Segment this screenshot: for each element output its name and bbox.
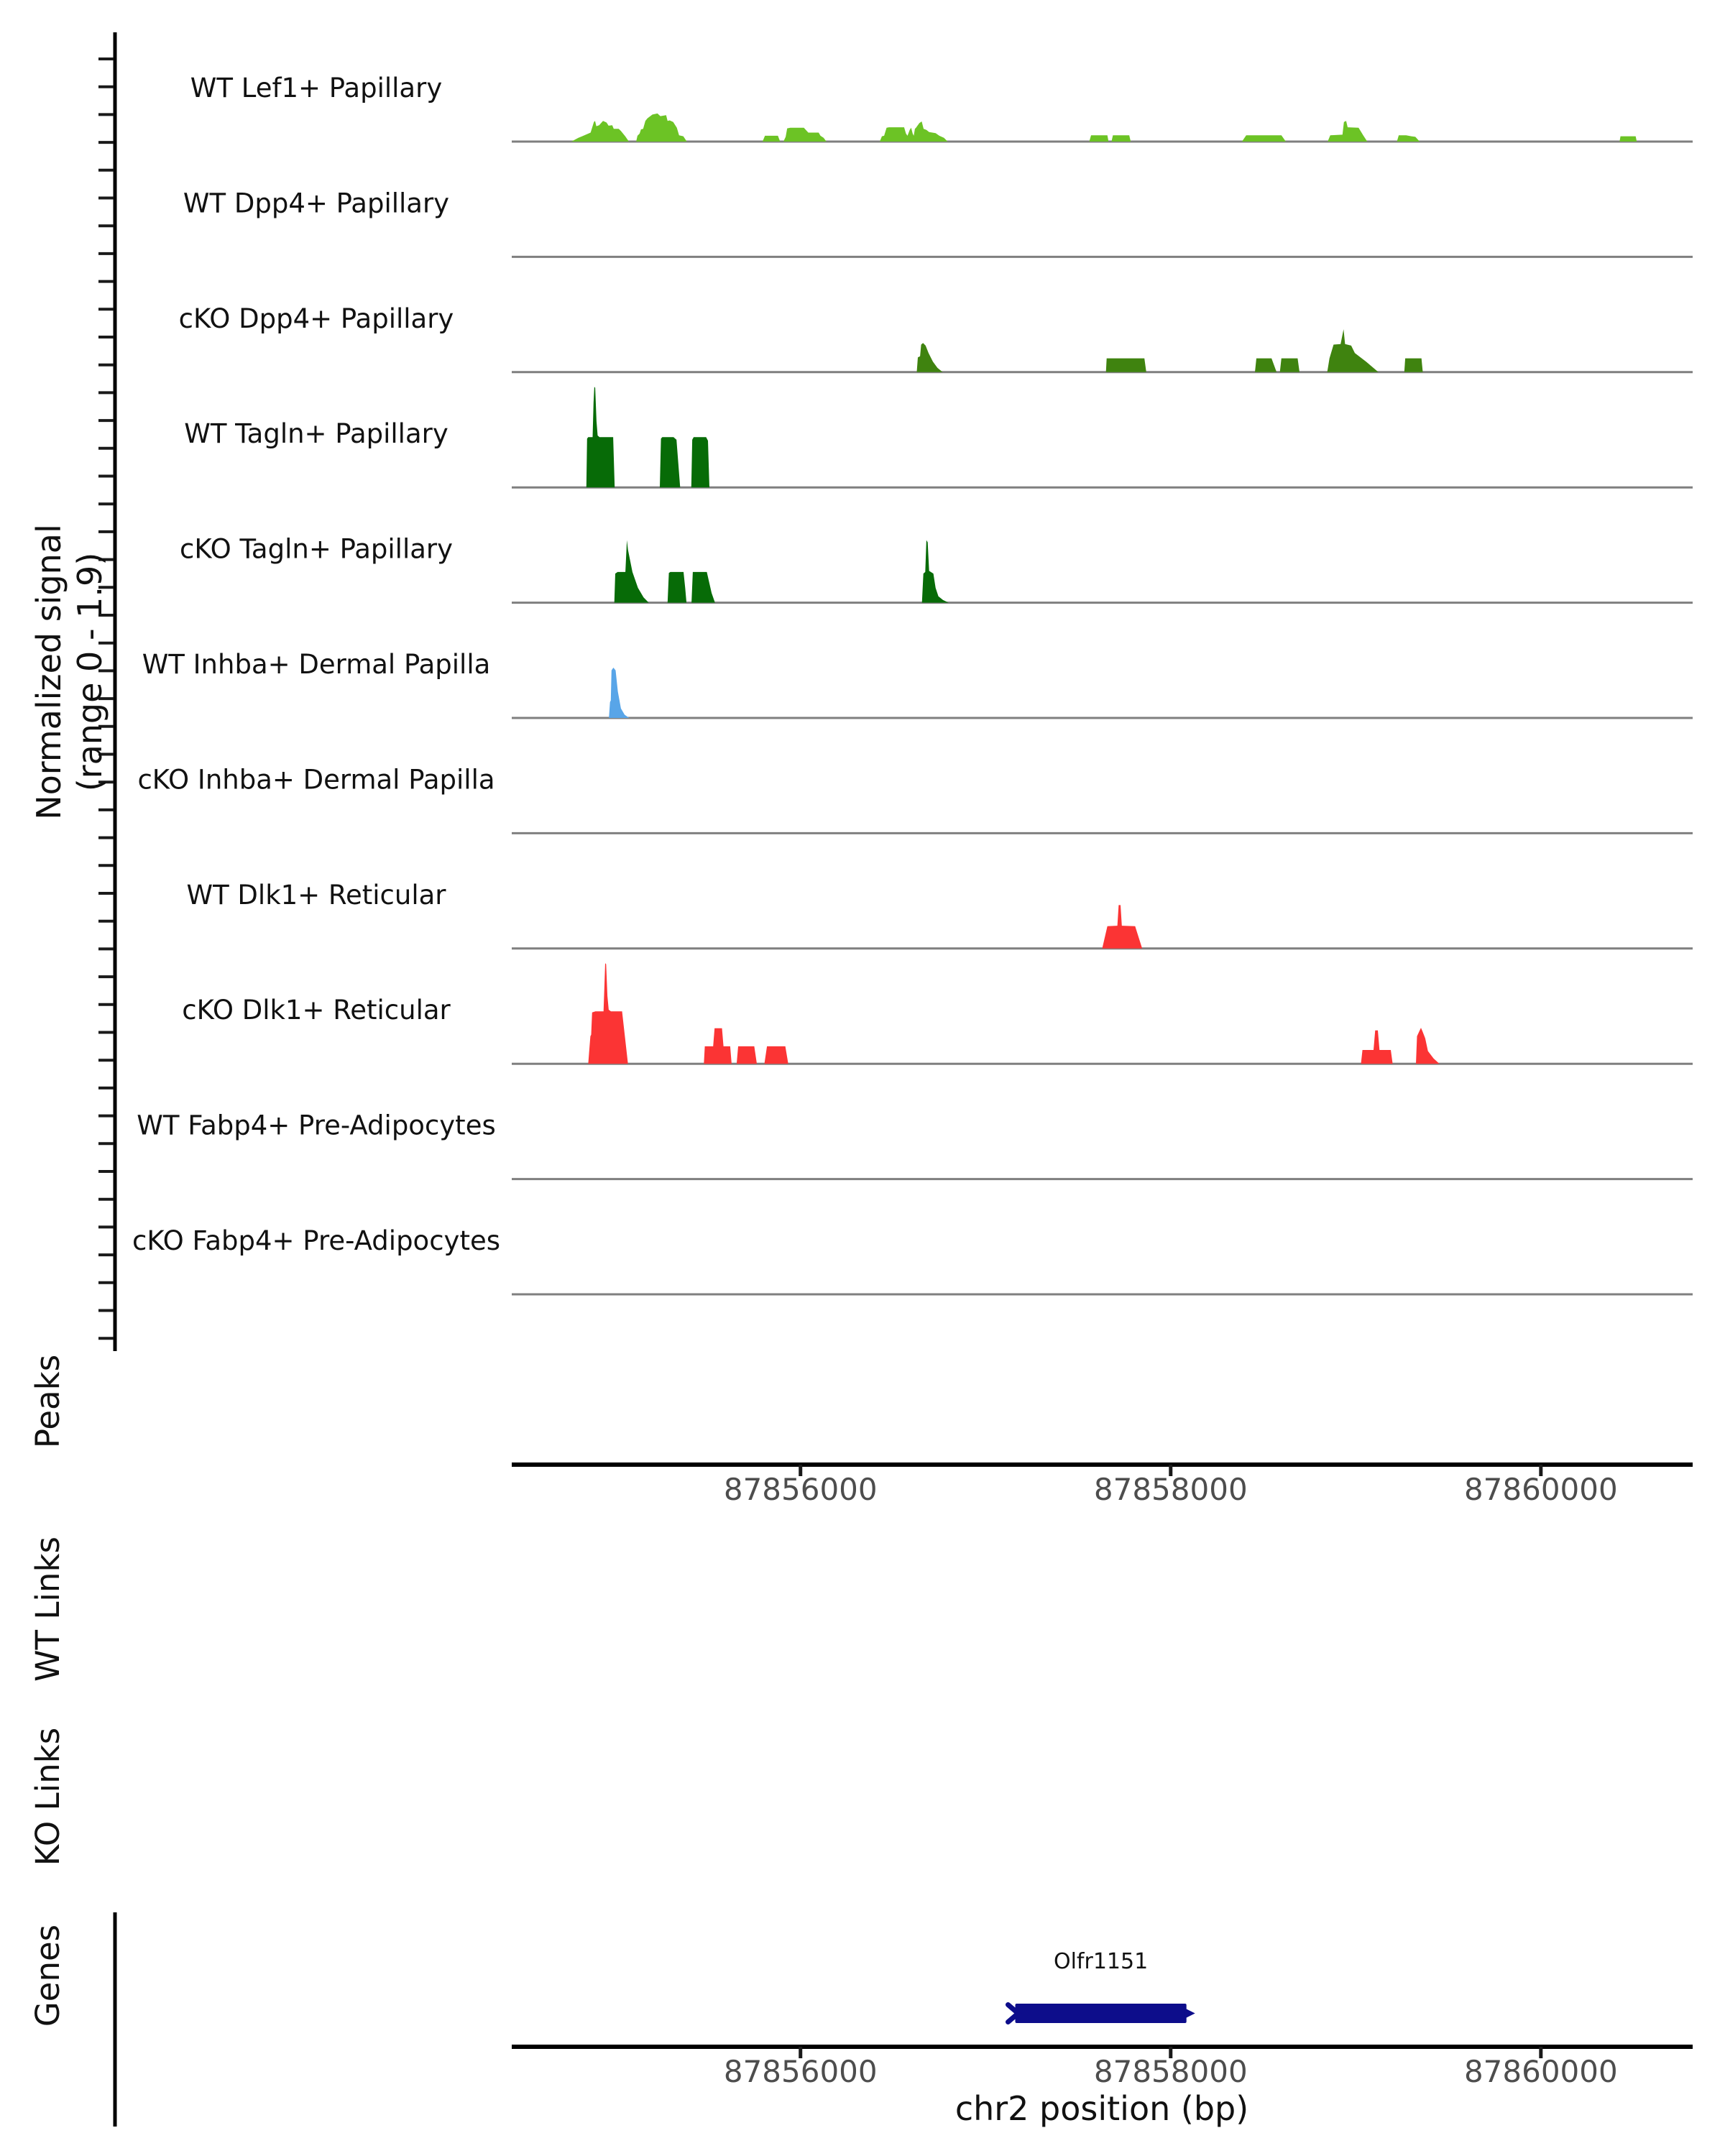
coverage-peak: [704, 1028, 732, 1064]
coverage-peak: [916, 343, 943, 372]
signal-track-9: cKO Dlk1+ Reticular: [182, 963, 1693, 1065]
track-label: WT Dpp4+ Papillary: [183, 188, 449, 218]
signal-track-2: WT Dpp4+ Papillary: [183, 188, 1693, 258]
coverage-peak: [1328, 121, 1368, 142]
track-label: WT Inhba+ Dermal Papilla: [142, 649, 491, 680]
signal-track-10: WT Fabp4+ Pre-Adipocytes: [137, 1110, 1693, 1181]
coverage-peak: [660, 437, 681, 488]
coverage-peak: [764, 1046, 788, 1064]
genomic-axis-tick-label: 87856000: [724, 2054, 878, 2089]
normalized-signal-axis: [98, 32, 117, 1351]
section-label-ko-links: KO Links: [29, 1728, 67, 1866]
coverage-peak: [1279, 358, 1300, 372]
gene-olfr1151: Olfr1151: [1006, 1949, 1195, 2024]
coverage-peak: [1241, 135, 1286, 142]
position-axis: 87856000 87858000 87860000 chr2 position (b…: [512, 2045, 1693, 2128]
genomic-axis-tick-label: 87858000: [1094, 2054, 1248, 2089]
coverage-peak: [1416, 1028, 1440, 1064]
genomic-axis-tick-label: 87858000: [1094, 1472, 1248, 1507]
coverage-peak: [691, 437, 709, 488]
section-label-peaks: Peaks: [29, 1355, 67, 1448]
signal-track-11: cKO Fabp4+ Pre-Adipocytes: [132, 1225, 1693, 1296]
coverage-peak: [921, 540, 949, 603]
y-axis-label-line2: (range 0 - 1.9): [70, 553, 109, 792]
gene-arrowhead-icon: [1184, 2008, 1195, 2019]
signal-track-3: cKO Dpp4+ Papillary: [179, 303, 1693, 374]
track-label: WT Tagln+ Papillary: [184, 418, 448, 449]
signal-track-8: WT Dlk1+ Reticular: [186, 880, 1693, 950]
signal-track-1: WT Lef1+ Papillary: [190, 73, 1693, 143]
gene-body: [1015, 2004, 1187, 2023]
coverage-peak: [1404, 358, 1423, 372]
coverage-peak: [1397, 135, 1420, 142]
y-axis-label-line1: Normalized signal: [29, 524, 68, 820]
coverage-peak: [1619, 136, 1637, 142]
coverage-peak: [1089, 135, 1131, 142]
genes-section: Olfr1151: [113, 1912, 1195, 2127]
track-label: WT Lef1+ Papillary: [190, 73, 442, 103]
coverage-peak: [762, 127, 827, 142]
x-axis-title: chr2 position (bp): [955, 2089, 1248, 2128]
coverage-peak: [880, 121, 948, 142]
genomic-axis-tick-label: 87860000: [1464, 2054, 1618, 2089]
coverage-peak: [1255, 358, 1277, 372]
track-label: WT Dlk1+ Reticular: [186, 880, 446, 911]
gene-name-label: Olfr1151: [1054, 1949, 1148, 1974]
track-label: WT Fabp4+ Pre-Adipocytes: [137, 1110, 495, 1141]
track-label: cKO Dpp4+ Papillary: [179, 303, 454, 334]
coverage-peak: [1361, 1030, 1393, 1064]
coverage-peak: [691, 571, 715, 603]
genomic-axis-tick-label: 87860000: [1464, 1472, 1618, 1507]
section-label-genes: Genes: [29, 1925, 67, 2027]
coverage-peak: [1102, 905, 1143, 949]
signal-track-4: WT Tagln+ Papillary: [184, 387, 1693, 489]
track-label: cKO Inhba+ Dermal Papilla: [137, 764, 494, 795]
signal-track-5: cKO Tagln+ Papillary: [180, 534, 1693, 604]
coverage-peak: [736, 1046, 757, 1064]
coverage-peak: [1105, 358, 1146, 372]
track-label: cKO Tagln+ Papillary: [180, 534, 453, 565]
gene-strand-chevron-icon: [1006, 2002, 1022, 2024]
signal-track-6: WT Inhba+ Dermal Papilla: [142, 649, 1693, 719]
coverage-peak: [636, 113, 687, 142]
coverage-peak: [571, 121, 629, 142]
signal-track-7: cKO Inhba+ Dermal Papilla: [137, 764, 1693, 834]
genomic-axis-tick-label: 87856000: [724, 1472, 878, 1507]
peaks-axis: 87856000 87858000 87860000: [512, 1462, 1693, 1507]
section-label-wt-links: WT Links: [29, 1537, 67, 1682]
coverage-peak: [667, 571, 687, 603]
coverage-peak: [609, 668, 630, 718]
track-label: cKO Dlk1+ Reticular: [182, 995, 451, 1026]
coverage-peak: [614, 540, 649, 603]
coverage-peak: [588, 963, 628, 1064]
coverage-peak: [1327, 329, 1379, 372]
coverage-peak: [586, 387, 615, 488]
track-label: cKO Fabp4+ Pre-Adipocytes: [132, 1225, 500, 1256]
